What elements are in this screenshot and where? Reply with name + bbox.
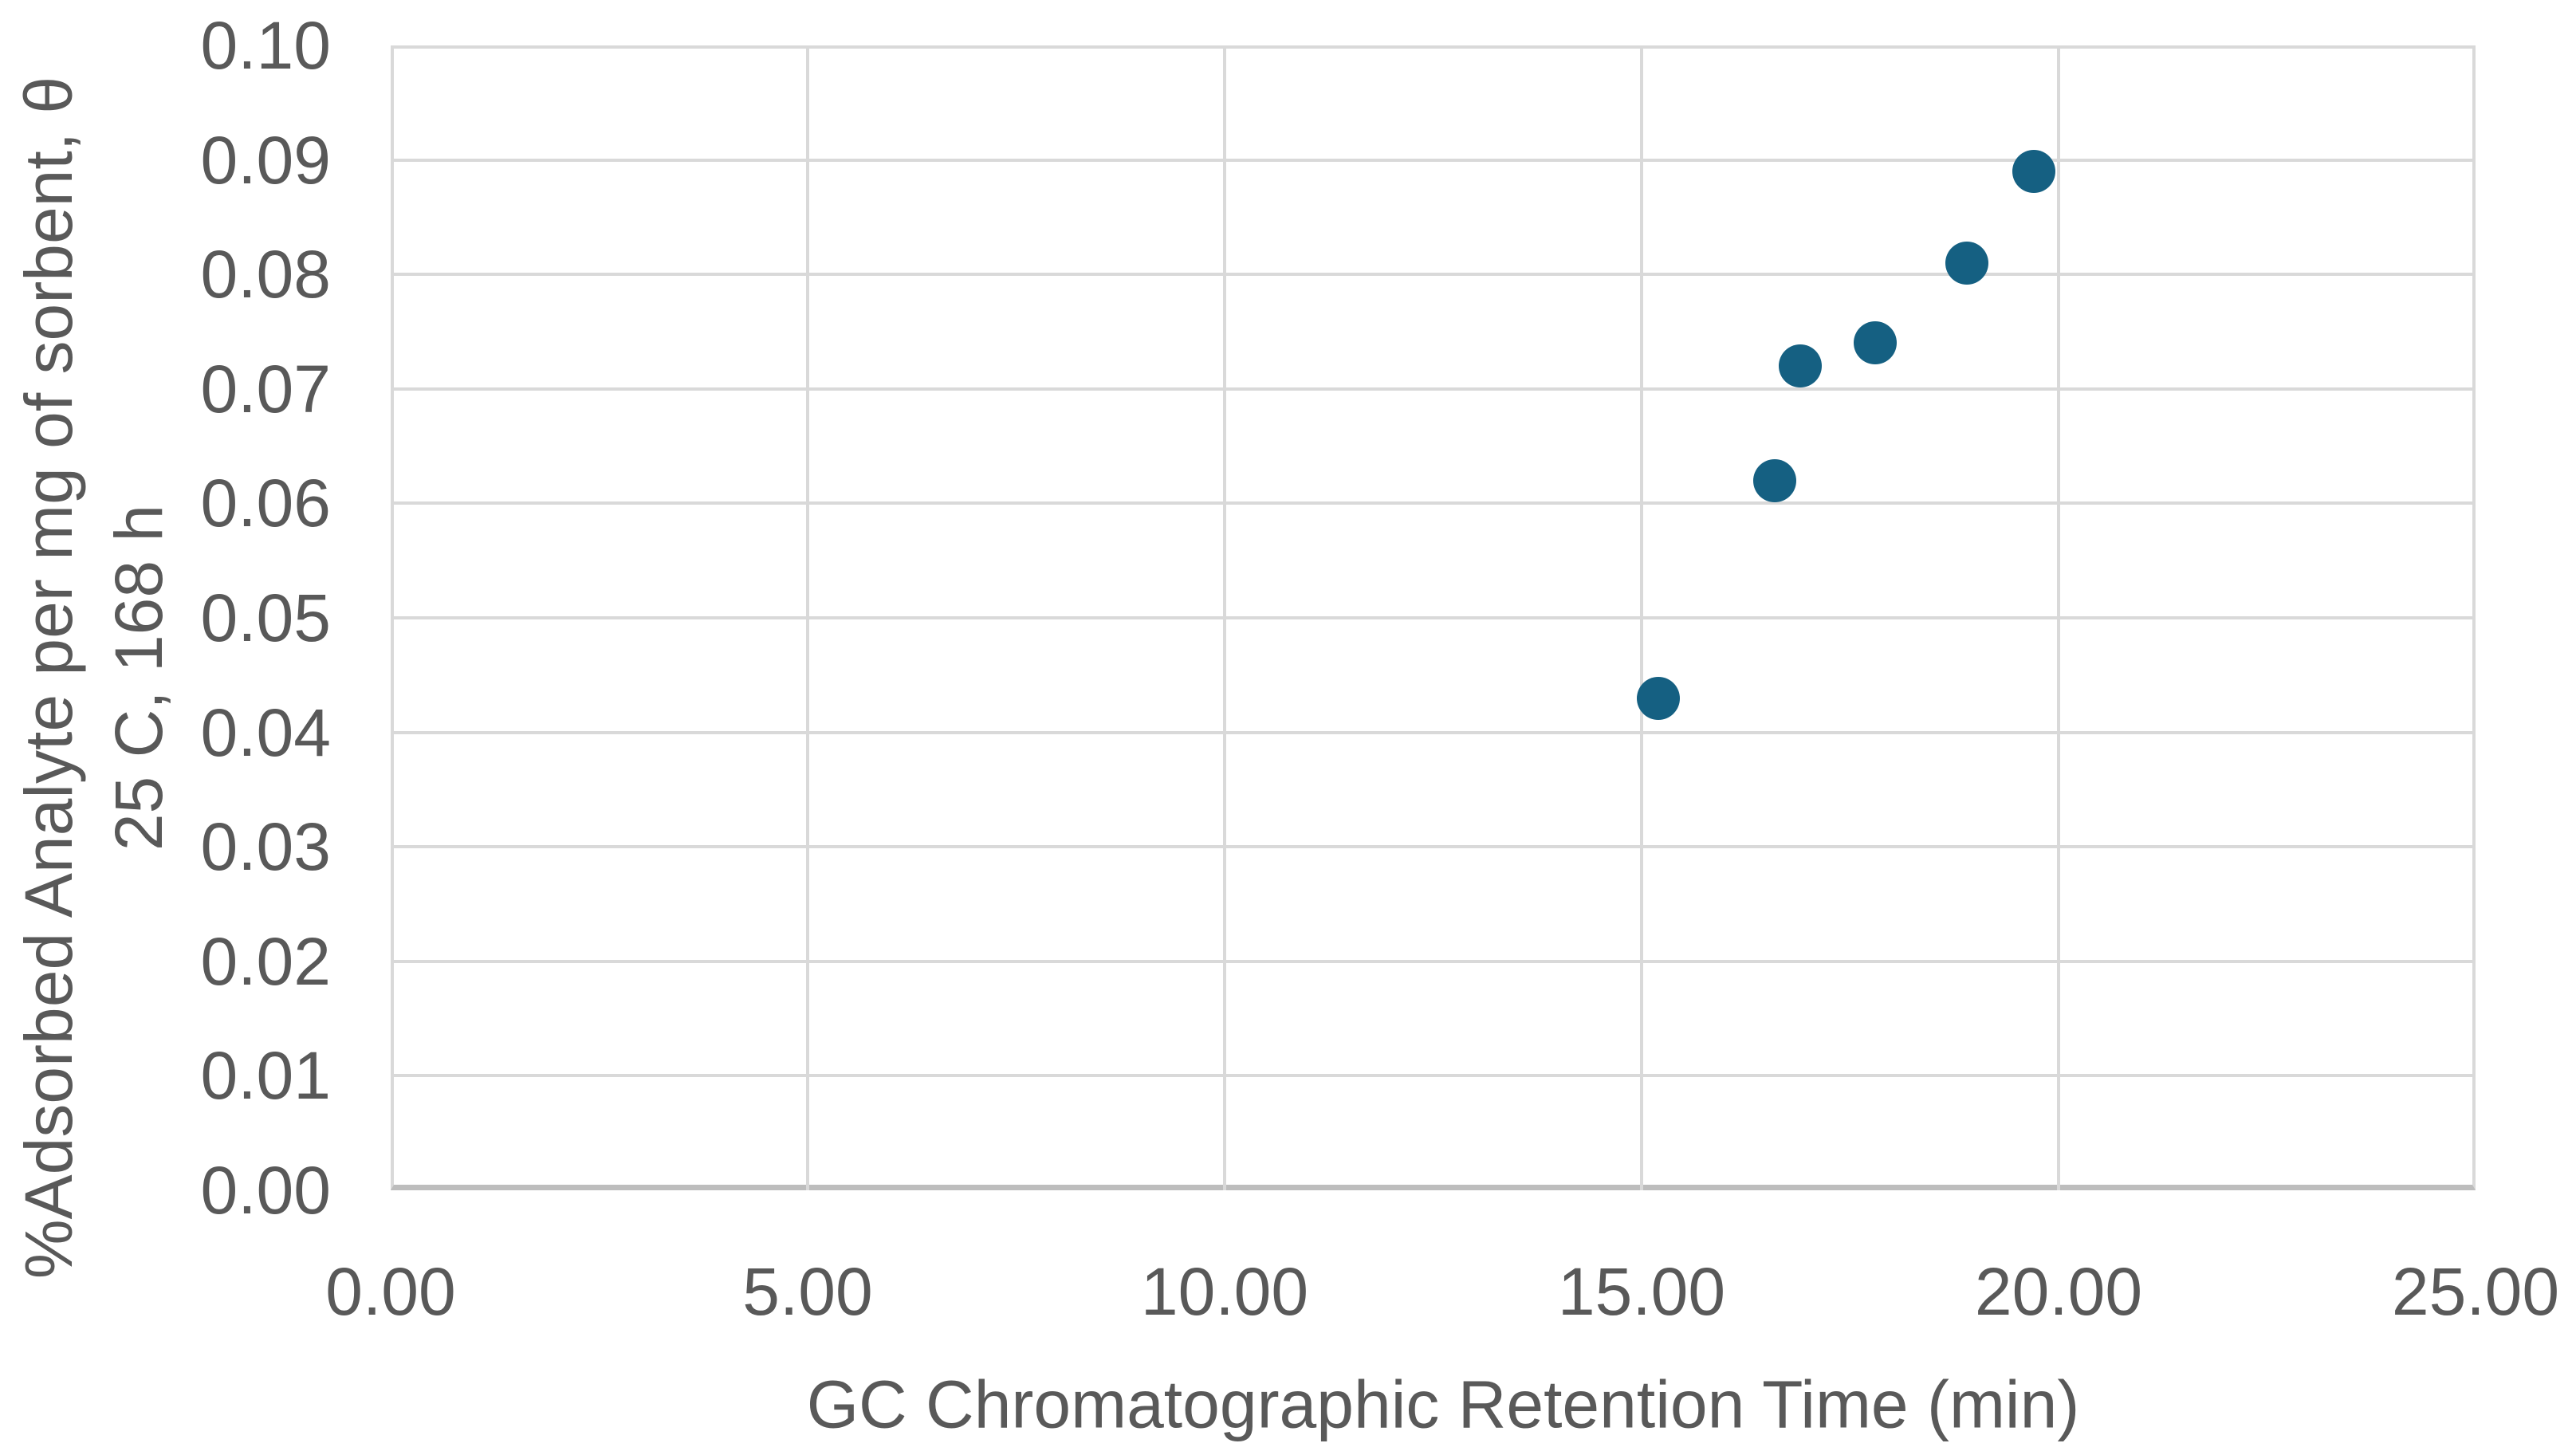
x-tick-label: 0.00 — [325, 1254, 456, 1329]
gridline-horizontal — [391, 273, 2476, 277]
gridline-vertical — [1640, 45, 1643, 1190]
y-tick-label: 0.05 — [200, 580, 332, 655]
data-point — [1945, 241, 1988, 285]
y-axis-title-line1: %Adsorbed Analyte per mg of sorbent, θ — [11, 76, 86, 1280]
x-tick-label: 10.00 — [1140, 1254, 1309, 1329]
y-tick-label: 0.06 — [200, 466, 332, 541]
x-tick-label: 25.00 — [2391, 1254, 2560, 1329]
gridline-horizontal — [391, 1074, 2476, 1078]
y-tick-label: 0.10 — [200, 8, 332, 83]
y-tick-label: 0.01 — [200, 1038, 332, 1114]
y-axis-title: %Adsorbed Analyte per mg of sorbent, θ 2… — [4, 77, 184, 1279]
gridline-horizontal — [391, 158, 2476, 162]
x-tick-label: 20.00 — [1974, 1254, 2143, 1329]
data-point — [2012, 149, 2055, 193]
x-axis-title: GC Chromatographic Retention Time (min) — [806, 1366, 2080, 1442]
gridline-horizontal — [391, 387, 2476, 391]
x-tick-label: 15.00 — [1557, 1254, 1726, 1329]
y-axis-title-line2: 25 C, 168 h — [101, 504, 176, 851]
gridline-vertical — [2057, 45, 2060, 1190]
data-point — [1753, 458, 1797, 502]
gridline-vertical — [806, 45, 809, 1190]
y-tick-label: 0.07 — [200, 351, 332, 427]
y-tick-label: 0.02 — [200, 923, 332, 999]
y-tick-label: 0.03 — [200, 809, 332, 885]
gridline-horizontal — [391, 730, 2476, 734]
y-tick-label: 0.00 — [200, 1153, 332, 1228]
gridline-horizontal — [391, 959, 2476, 963]
data-point — [1636, 676, 1680, 720]
y-tick-label: 0.08 — [200, 237, 332, 313]
data-point — [1778, 344, 1822, 388]
y-tick-label: 0.09 — [200, 122, 332, 198]
y-tick-label: 0.04 — [200, 694, 332, 770]
gridline-horizontal — [391, 845, 2476, 849]
gridline-vertical — [1223, 45, 1226, 1190]
data-point — [1853, 321, 1897, 365]
x-tick-label: 5.00 — [742, 1254, 873, 1329]
gridline-horizontal — [391, 501, 2476, 505]
gridline-horizontal — [391, 616, 2476, 619]
